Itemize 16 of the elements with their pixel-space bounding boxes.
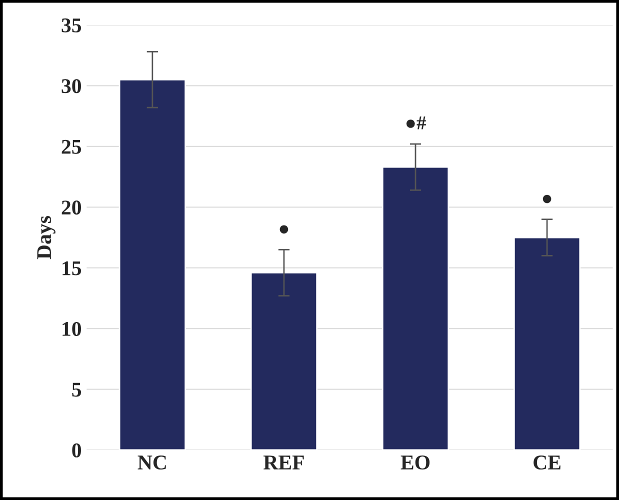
y-tick-label: 20: [62, 200, 82, 215]
y-tick-label: 30: [62, 79, 82, 94]
x-tick-label: NC: [138, 456, 166, 470]
y-tick-label: 5: [72, 382, 82, 397]
x-tick-label: CE: [534, 456, 560, 470]
y-tick-label: 15: [62, 261, 82, 276]
annotation: ●#: [406, 116, 426, 130]
y-tick-label: 10: [62, 322, 82, 336]
y-tick-label: 0: [72, 443, 82, 458]
y-axis-title: Days: [37, 216, 56, 260]
annotation: ●: [542, 194, 552, 204]
x-tick-label: REF: [263, 456, 304, 470]
x-tick-label: EO: [400, 456, 430, 470]
y-tick-label: 35: [62, 18, 82, 32]
y-tick-label: 25: [62, 140, 82, 154]
annotation: ●: [280, 225, 288, 234]
